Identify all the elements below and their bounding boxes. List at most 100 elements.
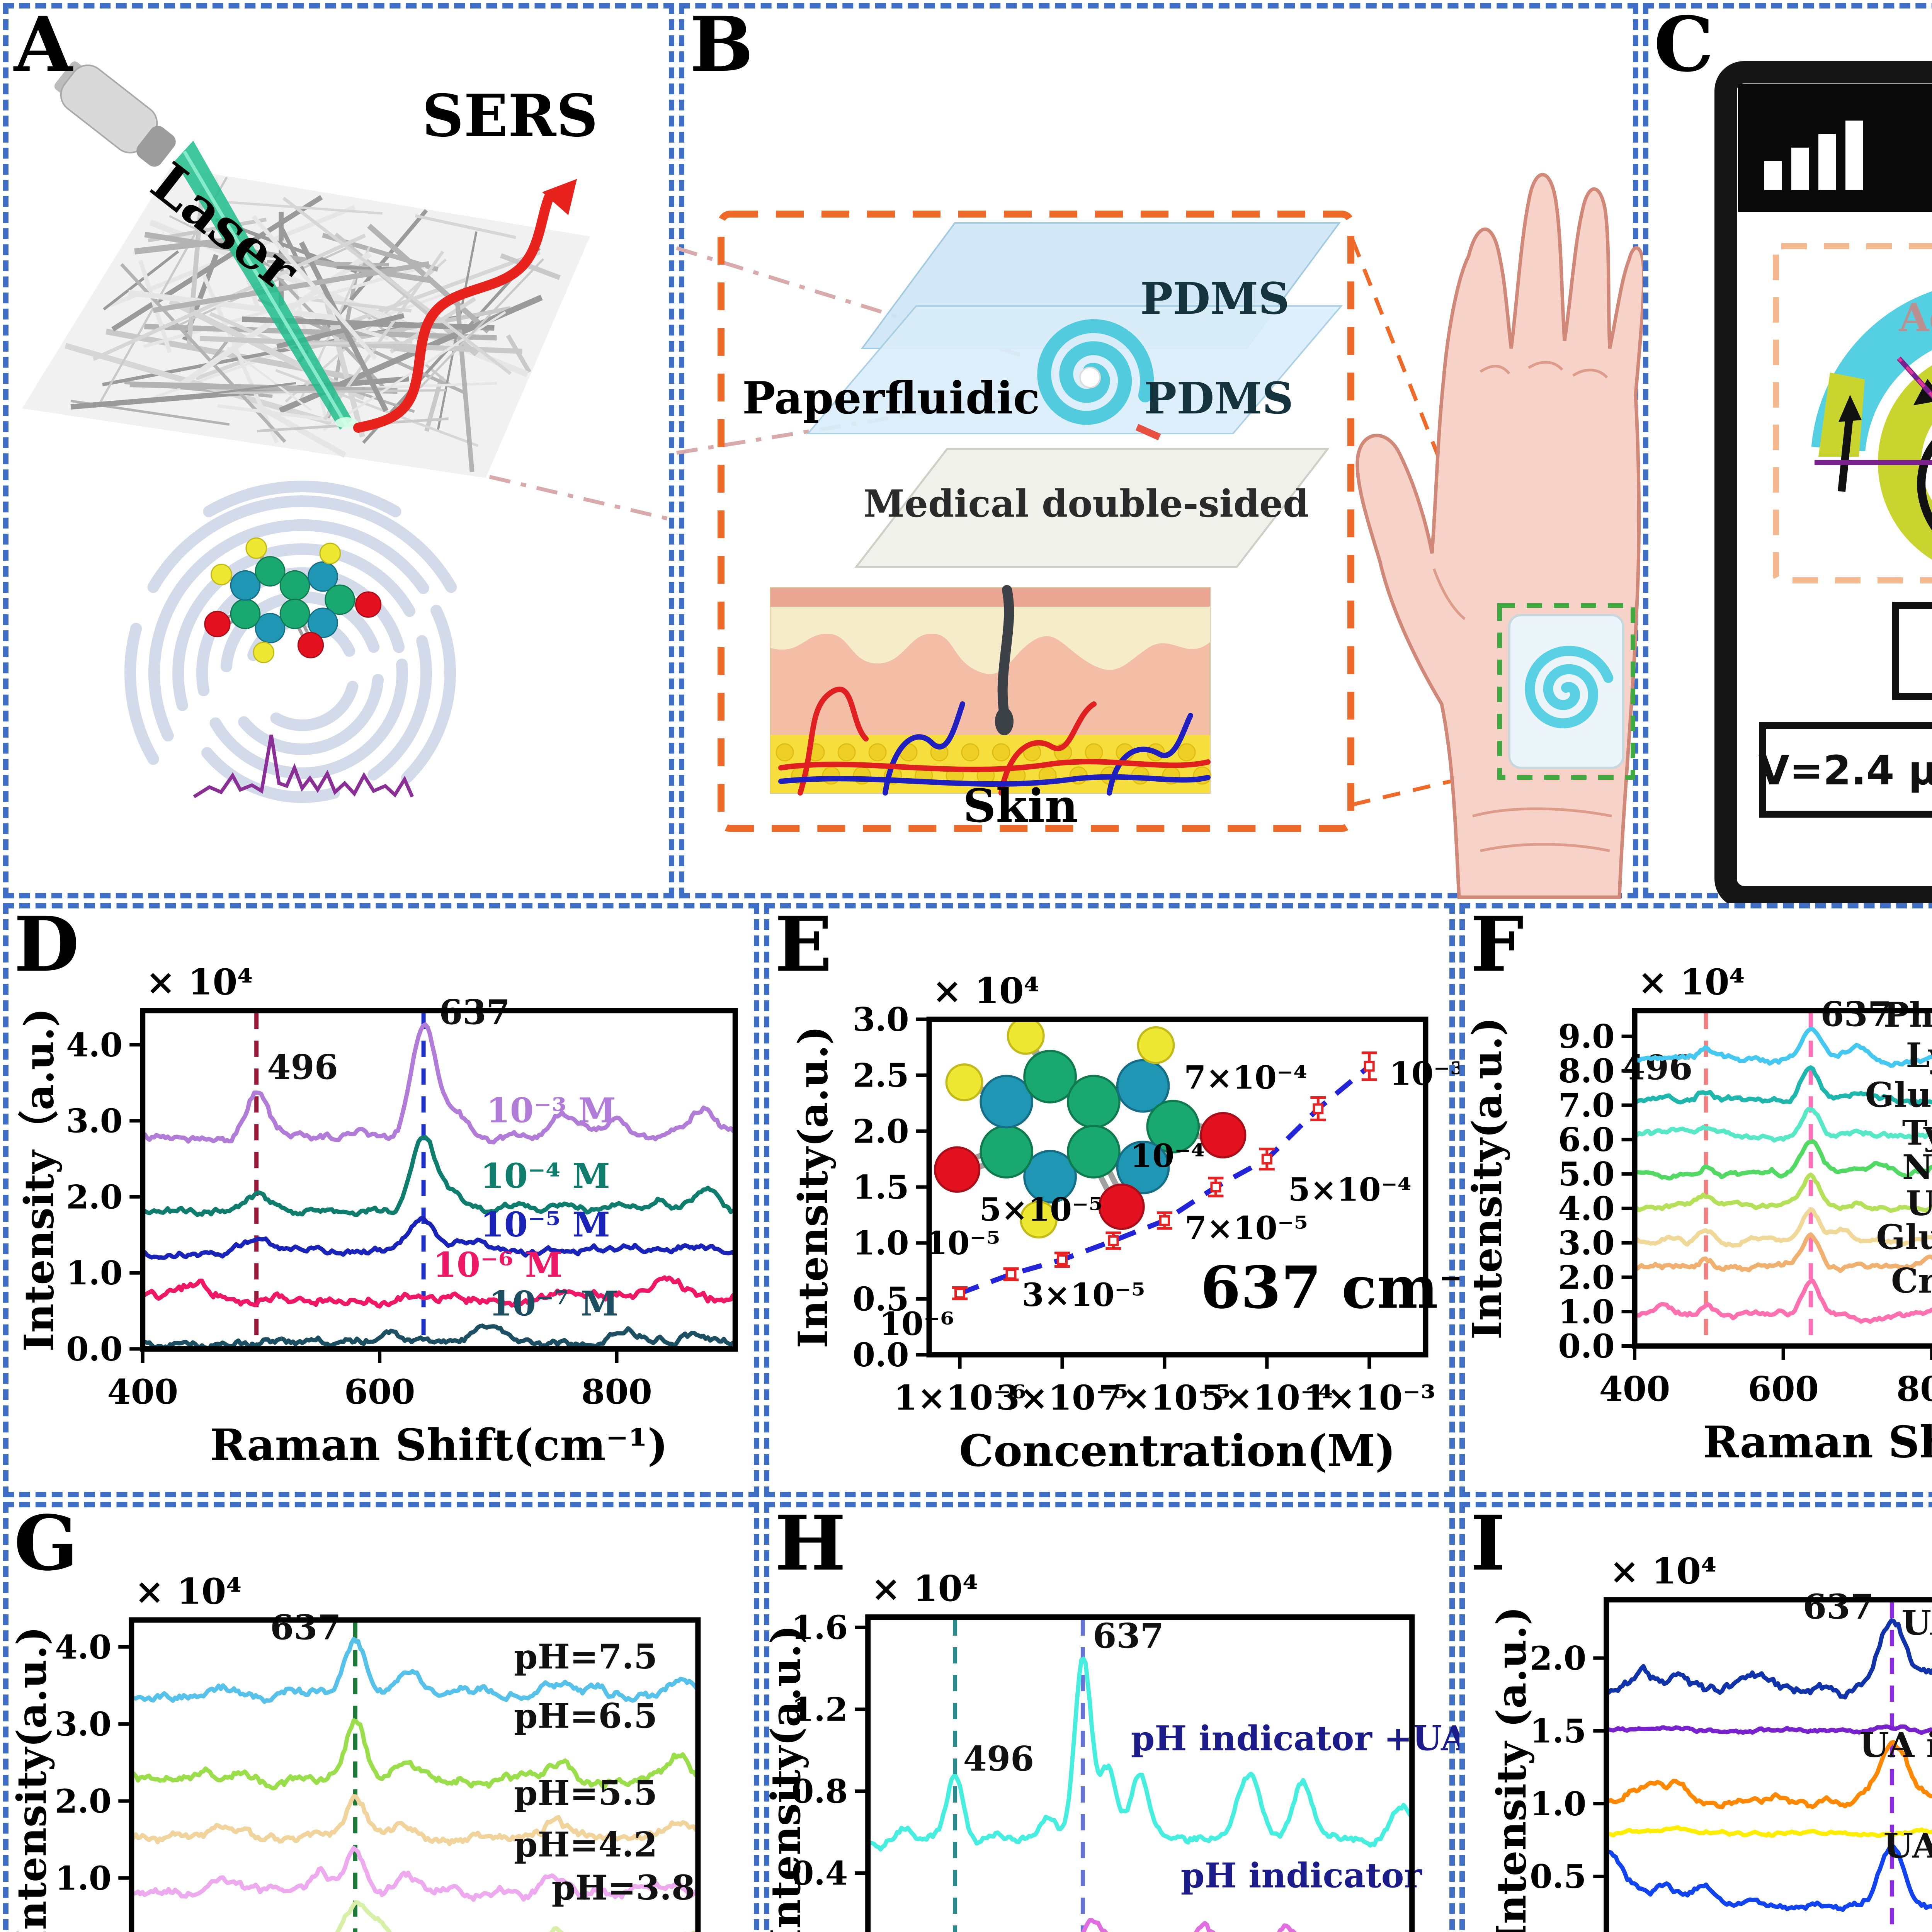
spiral-channel	[1525, 646, 1614, 728]
x-tick-label: 600	[1748, 1369, 1819, 1409]
agnws-label: Ag NWs	[1899, 295, 1932, 340]
series-label: pH indicator	[1181, 1855, 1423, 1896]
axis-scale-label: × 10⁴	[1609, 1550, 1716, 1592]
spectrum-curve	[143, 1022, 735, 1145]
series-label: 10⁻³ M	[486, 1090, 616, 1131]
series-label: pH=6.5	[514, 1696, 658, 1736]
y-tick-label: 1.0	[1558, 1293, 1614, 1331]
spectrum-curve	[143, 1216, 735, 1260]
panel-letter-c: C	[1654, 0, 1714, 88]
pdms-bottom-label: PDMS	[1144, 373, 1293, 424]
x-tick-label: 800	[581, 1372, 652, 1412]
x-tick-label: 1×10⁻³	[1303, 1378, 1435, 1418]
series-label: Glutamate	[1865, 1075, 1932, 1115]
y-tick-label: 0.5	[852, 1280, 909, 1318]
y-tick-label: 7.0	[1558, 1086, 1614, 1124]
plot-border	[865, 1614, 1415, 1932]
data-point-marker	[1313, 1103, 1324, 1114]
y-axis-label: Intensity(a.u.)	[1463, 1017, 1511, 1339]
y-tick-label: 1.6	[791, 1609, 848, 1647]
y-tick-label: 3.0	[55, 1705, 111, 1743]
spectrum-curve	[1081, 1918, 1297, 1932]
panel-letter-a: A	[14, 0, 73, 88]
y-tick-label: 2.0	[1558, 1258, 1614, 1296]
series-label: 10⁻⁵ M	[480, 1204, 610, 1245]
y-tick-label: 4.0	[66, 1026, 122, 1064]
chart-e-intensity-vs-concentration: × 10⁴0.00.51.01.52.02.53.01×10⁻⁶3×10⁻⁵7×…	[789, 970, 1494, 1476]
chart-f-interferent-spectra: × 10⁴ 0.01.02.03.04.05.06.07.08.09.0 400 60…	[1463, 961, 1932, 1468]
peak-wavenumber-label: 637	[1093, 1616, 1164, 1656]
spectrum-curve	[1606, 1740, 1932, 1810]
axis-scale-label: × 10⁴	[146, 961, 253, 1003]
spectrum-curve	[143, 1275, 735, 1309]
y-tick-label: 8.0	[1558, 1052, 1614, 1090]
x-axis-label: Raman Shift(cm⁻¹)	[1703, 1417, 1932, 1468]
laser-pen-icon	[54, 61, 176, 167]
spectrum-curve	[1606, 1929, 1932, 1932]
pdms-top-label: PDMS	[1140, 274, 1289, 324]
spectrum-curve	[868, 1656, 1412, 1852]
skin-illustration	[770, 585, 1211, 796]
plot-border	[129, 1617, 701, 1932]
wrist-patch-box	[1497, 603, 1635, 780]
axis-scale-label: × 10⁴	[134, 1571, 242, 1612]
y-tick-label: 1.0	[66, 1254, 122, 1292]
y-tick-label: 0.8	[791, 1772, 848, 1811]
spectrum-curve	[1606, 1842, 1932, 1912]
series-label: Lysine	[1906, 1035, 1932, 1075]
spectrum-curve	[1606, 1618, 1932, 1700]
y-axis-label: Intensity(a.u.)	[789, 1026, 837, 1348]
text-button[interactable]	[1892, 602, 1932, 700]
point-concentration-label: 7×10⁻⁵	[1185, 1210, 1308, 1247]
medical-tape-layer	[854, 448, 1330, 568]
plot-border	[140, 1008, 738, 1352]
y-tick-label: 0.0	[1530, 1930, 1586, 1932]
y-tick-label: 3.0	[1558, 1224, 1614, 1262]
panel-f-selectivity-spectra: F × 10⁴ 0.0 1.0 2.0 3.0 4.0 5.0 6.0 7.0 8.0 9.0 400…	[1459, 903, 1932, 1497]
paperfluidic-spiral	[1037, 319, 1161, 440]
series-label: pH=3.8	[552, 1867, 696, 1908]
y-tick-label: 1.5	[852, 1168, 909, 1206]
x-tick-label: 400	[1599, 1369, 1670, 1409]
mini-spectrum	[193, 735, 414, 798]
panel-a-sers-scheme: A Laser SERS	[3, 3, 674, 898]
sers-wave-arrow	[353, 179, 577, 433]
series-label: UA in PBS	[1901, 1603, 1932, 1643]
spectrum-curve	[1606, 1825, 1932, 1838]
panel-c-art: Ag NWs θ3 Text V=2.4 μL pH=4.2	[1714, 61, 1932, 908]
spectrum-curve	[143, 1323, 735, 1349]
data-point-marker	[1056, 1254, 1068, 1265]
axis-scale-label: × 10⁴	[932, 970, 1039, 1012]
y-tick-label: 1.0	[852, 1224, 909, 1262]
spiral-channel	[1037, 319, 1154, 425]
y-tick-label: 0.5	[1530, 1857, 1586, 1896]
data-point-marker	[1210, 1182, 1221, 1193]
series-label: Phenylalanine	[1884, 995, 1932, 1035]
panel-letter-g: G	[14, 1499, 78, 1587]
point-concentration-label: 5×10⁻⁴	[1288, 1172, 1412, 1209]
spectrum-curve	[131, 1637, 698, 1704]
panel-b-device-assembly: B PDMS Paperfluidic PDMS Medical double-…	[676, 3, 1646, 899]
y-tick-label: 1.0	[1530, 1785, 1586, 1823]
panel-c-phone-app: C Ag NWs θ3 Text V=2.4 μL pH=4.2	[1643, 0, 1932, 908]
x-tick-label: 800	[1896, 1369, 1932, 1409]
panel-letter-d: D	[14, 900, 80, 988]
series-label: pH indicator +UA	[1131, 1718, 1468, 1759]
y-tick-label: 2.0	[55, 1782, 111, 1820]
x-tick-label: 7×10⁻⁵	[1099, 1378, 1231, 1418]
signal-bars-icon	[1764, 121, 1863, 190]
spectrum-curve	[1634, 1172, 1932, 1213]
series-label: UR	[1906, 1183, 1932, 1223]
wrist-patch-spiral	[1525, 646, 1614, 728]
connector-line	[489, 475, 668, 520]
data-point-marker	[1364, 1061, 1375, 1072]
x-tick-label: 5×10⁻⁴	[1201, 1378, 1333, 1418]
y-tick-label: 4.0	[1558, 1189, 1614, 1228]
fingerprint-icon	[124, 481, 457, 803]
axis-scale-label: × 10⁴	[1638, 961, 1745, 1003]
panel-letter-f: F	[1470, 900, 1524, 988]
panel-e-calibration-curve: E × 10⁴ 0.0 0.5 1.0 1.5 2.0 2.5 3.0 1×10⁻⁶ 3×10⁻⁵…	[764, 903, 1494, 1497]
